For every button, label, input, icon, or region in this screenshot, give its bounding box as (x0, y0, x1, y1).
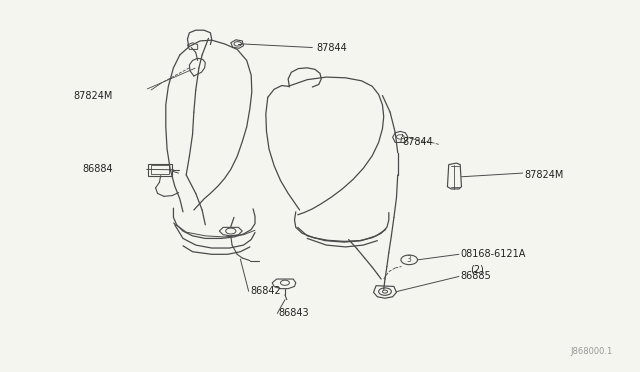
Text: 87824M: 87824M (74, 90, 113, 100)
Text: 3: 3 (407, 255, 412, 264)
Text: 86884: 86884 (83, 164, 113, 174)
Text: 87824M: 87824M (524, 170, 563, 180)
Text: 86842: 86842 (250, 286, 281, 296)
Text: 86843: 86843 (278, 308, 309, 318)
Text: 08168-6121A: 08168-6121A (460, 249, 525, 259)
Text: J868000.1: J868000.1 (571, 347, 613, 356)
Text: 86885: 86885 (460, 272, 491, 282)
Text: 87844: 87844 (403, 137, 433, 147)
Text: 87844: 87844 (317, 42, 348, 52)
Text: (2): (2) (470, 264, 484, 274)
